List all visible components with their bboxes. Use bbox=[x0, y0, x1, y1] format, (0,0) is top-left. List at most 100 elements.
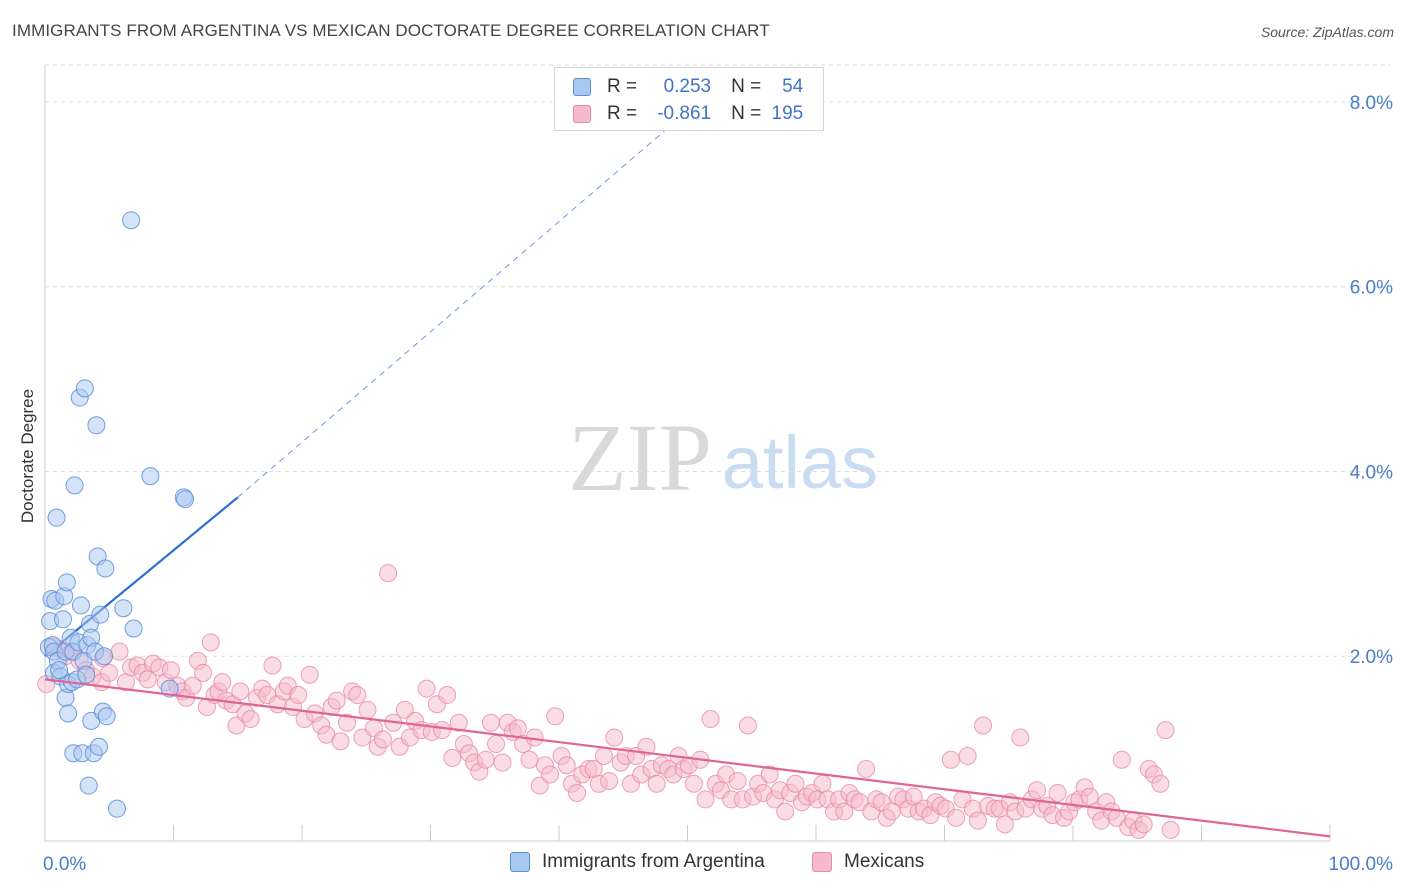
watermark-zip: ZIP bbox=[568, 404, 712, 511]
mexicans-point bbox=[738, 716, 757, 735]
bottom-legend-mexicans: Mexicans bbox=[812, 851, 924, 873]
mexicans-point bbox=[358, 700, 377, 719]
mexicans-point bbox=[947, 808, 966, 827]
mexicans-point bbox=[348, 686, 367, 705]
mexicans-trend-solid bbox=[44, 678, 1331, 838]
mexicans-point bbox=[974, 716, 993, 735]
mexicans-point bbox=[241, 710, 260, 729]
mexicans-point bbox=[857, 759, 876, 778]
argentina-point bbox=[95, 647, 114, 666]
watermark: ZIP atlas bbox=[568, 404, 878, 511]
argentina-point bbox=[87, 416, 106, 435]
mexicans-point bbox=[728, 771, 747, 790]
mexicans-point bbox=[289, 686, 308, 705]
mexicans-point bbox=[231, 682, 250, 701]
mexicans-point bbox=[493, 753, 512, 772]
mexicans-point bbox=[331, 732, 350, 751]
x-tick-labels: 0.0% 100.0% bbox=[43, 854, 1393, 875]
legend-n-label: N = bbox=[731, 103, 762, 124]
mexicans-point bbox=[1048, 783, 1067, 802]
legend-n-label: N = bbox=[731, 76, 762, 97]
mexicans-point bbox=[567, 783, 586, 802]
argentina-trend-solid bbox=[44, 496, 239, 658]
argentina-point bbox=[75, 379, 94, 398]
mexicans-point bbox=[1151, 774, 1170, 793]
mexicans-point bbox=[300, 665, 319, 684]
mexicans-point bbox=[647, 774, 666, 793]
mexicans-point bbox=[508, 719, 527, 738]
legend: R = 0.253 N = 54 R = -0.861 N = 195 bbox=[554, 67, 824, 131]
y-tick-label: 8.0% bbox=[1350, 93, 1393, 114]
axes bbox=[44, 65, 1331, 842]
mexicans-swatch bbox=[812, 852, 832, 872]
mexicans-point bbox=[161, 661, 180, 680]
mexicans-point bbox=[520, 750, 539, 769]
bottom-legend-mexicans-label: Mexicans bbox=[844, 851, 925, 872]
mexicans-point bbox=[487, 735, 506, 753]
legend-row-argentina: R = 0.253 N = 54 bbox=[573, 74, 803, 100]
argentina-point bbox=[122, 211, 141, 230]
mexicans-point bbox=[958, 747, 977, 766]
mexicans-point bbox=[594, 747, 613, 766]
argentina-point bbox=[47, 508, 66, 527]
mexicans-point bbox=[546, 707, 565, 726]
mexicans-point bbox=[1156, 721, 1175, 740]
argentina-point bbox=[107, 799, 126, 818]
mexicans-point bbox=[438, 686, 457, 705]
mexicans-point bbox=[786, 774, 805, 793]
bottom-legend: Immigrants from Argentina Mexicans bbox=[0, 851, 1406, 877]
y-tick-labels: 2.0% 4.0% 6.0% 8.0% bbox=[1350, 93, 1393, 668]
x-tick-label: 100.0% bbox=[1329, 854, 1394, 875]
mexicans-point bbox=[557, 756, 576, 775]
mexicans-point bbox=[835, 802, 854, 821]
mexicans-point bbox=[696, 790, 715, 809]
legend-r-value: -0.861 bbox=[657, 103, 712, 124]
mexicans-point bbox=[968, 811, 987, 830]
mexicans-point bbox=[379, 564, 398, 583]
mexicans-point bbox=[481, 713, 500, 732]
mexicans-point bbox=[373, 730, 392, 749]
mexicans-point bbox=[395, 700, 414, 719]
argentina-point bbox=[59, 704, 78, 723]
mexicans-trend-line bbox=[44, 678, 1331, 838]
legend-r-label: R = bbox=[607, 103, 638, 124]
argentina-point bbox=[71, 596, 90, 615]
mexicans-point bbox=[995, 815, 1014, 834]
mexicans-point bbox=[213, 673, 232, 692]
mexicans-points bbox=[37, 564, 1180, 839]
watermark-atlas: atlas bbox=[722, 421, 878, 504]
argentina-point bbox=[53, 610, 72, 629]
legend-n-value: 54 bbox=[782, 76, 804, 97]
argentina-point bbox=[97, 707, 116, 726]
mexicans-point bbox=[541, 765, 560, 784]
legend-row-mexicans: R = -0.861 N = 195 bbox=[573, 101, 803, 127]
legend-r-label: R = bbox=[607, 76, 638, 97]
mexicans-point bbox=[100, 663, 119, 682]
source-label: Source: ZipAtlas.com bbox=[1260, 24, 1394, 40]
argentina-point bbox=[50, 661, 69, 680]
argentina-point bbox=[114, 599, 133, 618]
argentina-point bbox=[65, 476, 84, 495]
mexicans-point bbox=[530, 776, 549, 795]
x-tick-label: 0.0% bbox=[43, 854, 86, 875]
argentina-point bbox=[176, 490, 195, 509]
mexicans-point bbox=[449, 713, 468, 732]
y-axis-title: Doctorate Degree bbox=[18, 389, 37, 523]
mexicans-point bbox=[327, 691, 346, 710]
mexicans-point bbox=[813, 774, 832, 793]
mexicans-point bbox=[684, 774, 703, 793]
mexicans-point bbox=[941, 750, 960, 769]
y-tick-label: 6.0% bbox=[1350, 278, 1393, 299]
mexicans-point bbox=[110, 642, 129, 661]
mexicans-point bbox=[194, 663, 213, 682]
bottom-legend-argentina: Immigrants from Argentina bbox=[510, 851, 765, 873]
legend-r-value: 0.253 bbox=[663, 76, 712, 97]
gridlines bbox=[45, 64, 1390, 657]
mexicans-point bbox=[443, 748, 462, 767]
y-tick-label: 2.0% bbox=[1350, 647, 1393, 668]
argentina-point bbox=[89, 737, 108, 756]
mexicans-point bbox=[760, 765, 779, 784]
argentina-points bbox=[39, 211, 195, 818]
mexicans-point bbox=[1011, 728, 1030, 747]
argentina-trend-line bbox=[44, 110, 688, 658]
